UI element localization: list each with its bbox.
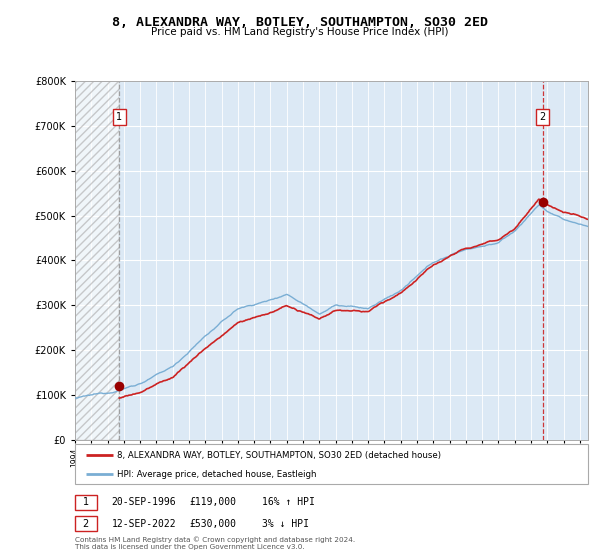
Text: Price paid vs. HM Land Registry's House Price Index (HPI): Price paid vs. HM Land Registry's House …: [151, 27, 449, 37]
Text: 3% ↓ HPI: 3% ↓ HPI: [262, 519, 308, 529]
Text: 1: 1: [116, 112, 122, 122]
Text: 20-SEP-1996: 20-SEP-1996: [112, 497, 176, 507]
Text: £530,000: £530,000: [190, 519, 236, 529]
Text: 2: 2: [83, 519, 89, 529]
Text: Contains HM Land Registry data © Crown copyright and database right 2024.
This d: Contains HM Land Registry data © Crown c…: [75, 536, 355, 550]
Bar: [75, 81, 119, 440]
Text: 1: 1: [83, 497, 89, 507]
Text: 2: 2: [539, 112, 546, 122]
Text: 8, ALEXANDRA WAY, BOTLEY, SOUTHAMPTON, SO30 2ED (detached house): 8, ALEXANDRA WAY, BOTLEY, SOUTHAMPTON, S…: [117, 451, 441, 460]
Text: £119,000: £119,000: [190, 497, 236, 507]
Text: 8, ALEXANDRA WAY, BOTLEY, SOUTHAMPTON, SO30 2ED: 8, ALEXANDRA WAY, BOTLEY, SOUTHAMPTON, S…: [112, 16, 488, 29]
Text: 16% ↑ HPI: 16% ↑ HPI: [262, 497, 314, 507]
Text: 12-SEP-2022: 12-SEP-2022: [112, 519, 176, 529]
Text: HPI: Average price, detached house, Eastleigh: HPI: Average price, detached house, East…: [117, 470, 317, 479]
